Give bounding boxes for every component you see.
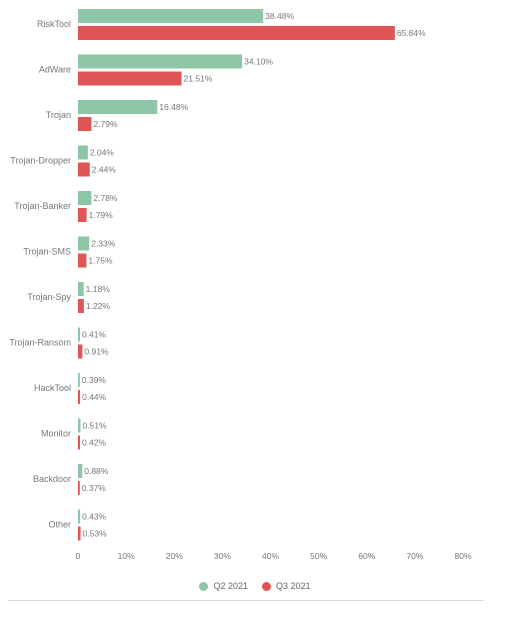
- category-label: Trojan: [46, 110, 71, 120]
- bar-q2[interactable]: [78, 236, 90, 251]
- data-label: 0.91%: [84, 347, 109, 357]
- bar-q2[interactable]: [78, 373, 80, 387]
- x-tick-label: 40%: [262, 551, 279, 561]
- category-label: Trojan-Spy: [27, 292, 71, 302]
- data-label: 34.10%: [244, 57, 273, 67]
- x-tick-label: 60%: [358, 551, 375, 561]
- data-label: 1.22%: [86, 301, 111, 311]
- legend-item-q2[interactable]: Q2 2021: [199, 581, 248, 591]
- bar-q3[interactable]: [78, 526, 81, 541]
- bar-q2[interactable]: [78, 54, 243, 69]
- data-label: 0.39%: [82, 375, 107, 385]
- bar-q2[interactable]: [78, 100, 158, 114]
- bar-q2[interactable]: [78, 464, 83, 478]
- legend-item-q3[interactable]: Q3 2021: [262, 581, 311, 591]
- bar-q3[interactable]: [78, 208, 87, 222]
- category-label: AdWare: [39, 65, 71, 75]
- bar-q3[interactable]: [78, 71, 182, 86]
- category-label: Trojan-Banker: [14, 201, 71, 211]
- category-label: Trojan-Ransom: [9, 338, 71, 348]
- bar-q2[interactable]: [78, 418, 81, 433]
- bar-q3[interactable]: [78, 253, 87, 268]
- legend-swatch-q3: [262, 581, 271, 591]
- data-label: 0.88%: [84, 466, 109, 476]
- bar-q3[interactable]: [78, 435, 81, 450]
- bar-q3[interactable]: [78, 26, 395, 40]
- data-label: 0.53%: [83, 529, 108, 539]
- data-label: 0.43%: [82, 512, 107, 522]
- data-label: 2.78%: [93, 193, 118, 203]
- data-label: 0.37%: [82, 483, 107, 493]
- bar-q3[interactable]: [78, 344, 83, 359]
- category-label: Trojan-SMS: [23, 247, 71, 257]
- bottom-divider: [8, 600, 484, 601]
- data-label: 2.44%: [92, 165, 117, 175]
- bar-q2[interactable]: [78, 282, 84, 296]
- data-label: 0.42%: [82, 438, 107, 448]
- x-tick-label: 10%: [118, 551, 135, 561]
- bar-q3[interactable]: [78, 117, 92, 131]
- data-label: 2.33%: [91, 239, 116, 249]
- x-tick-label: 80%: [454, 551, 471, 561]
- bar-q3[interactable]: [78, 299, 84, 313]
- data-label: 1.18%: [86, 284, 111, 294]
- bar-q2[interactable]: [78, 327, 80, 342]
- category-label: Monitor: [41, 429, 71, 439]
- data-label: 16.48%: [159, 102, 188, 112]
- bar-q2[interactable]: [78, 191, 92, 205]
- bar-q2[interactable]: [78, 145, 88, 160]
- legend-label-q2: Q2 2021: [213, 581, 248, 591]
- data-label: 0.51%: [82, 421, 107, 431]
- data-label: 1.75%: [88, 256, 113, 266]
- bar-q2[interactable]: [78, 509, 81, 524]
- data-label: 21.51%: [184, 74, 213, 84]
- data-label: 0.44%: [82, 392, 107, 402]
- x-tick-label: 0: [76, 551, 81, 561]
- data-label: 38.48%: [265, 11, 294, 21]
- category-label: Other: [48, 520, 71, 530]
- bar-q3[interactable]: [78, 162, 90, 177]
- bar-q2[interactable]: [78, 9, 264, 23]
- bar-q3[interactable]: [78, 390, 81, 404]
- data-label: 1.79%: [89, 210, 114, 220]
- category-label: Trojan-Dropper: [10, 156, 71, 166]
- data-label: 2.04%: [90, 148, 115, 158]
- legend: Q2 2021 Q3 2021: [0, 576, 510, 596]
- data-label: 65.84%: [397, 28, 426, 38]
- x-tick-label: 70%: [406, 551, 423, 561]
- bar-q3[interactable]: [78, 481, 80, 495]
- legend-label-q3: Q3 2021: [276, 581, 311, 591]
- x-tick-label: 30%: [214, 551, 231, 561]
- data-label: 2.79%: [93, 119, 118, 129]
- x-tick-label: 20%: [166, 551, 183, 561]
- category-label: Backdoor: [33, 474, 71, 484]
- category-label: HackTool: [34, 383, 71, 393]
- category-label: RiskTool: [37, 19, 71, 29]
- data-label: 0.41%: [82, 330, 107, 340]
- x-tick-label: 50%: [310, 551, 327, 561]
- legend-swatch-q2: [199, 581, 209, 591]
